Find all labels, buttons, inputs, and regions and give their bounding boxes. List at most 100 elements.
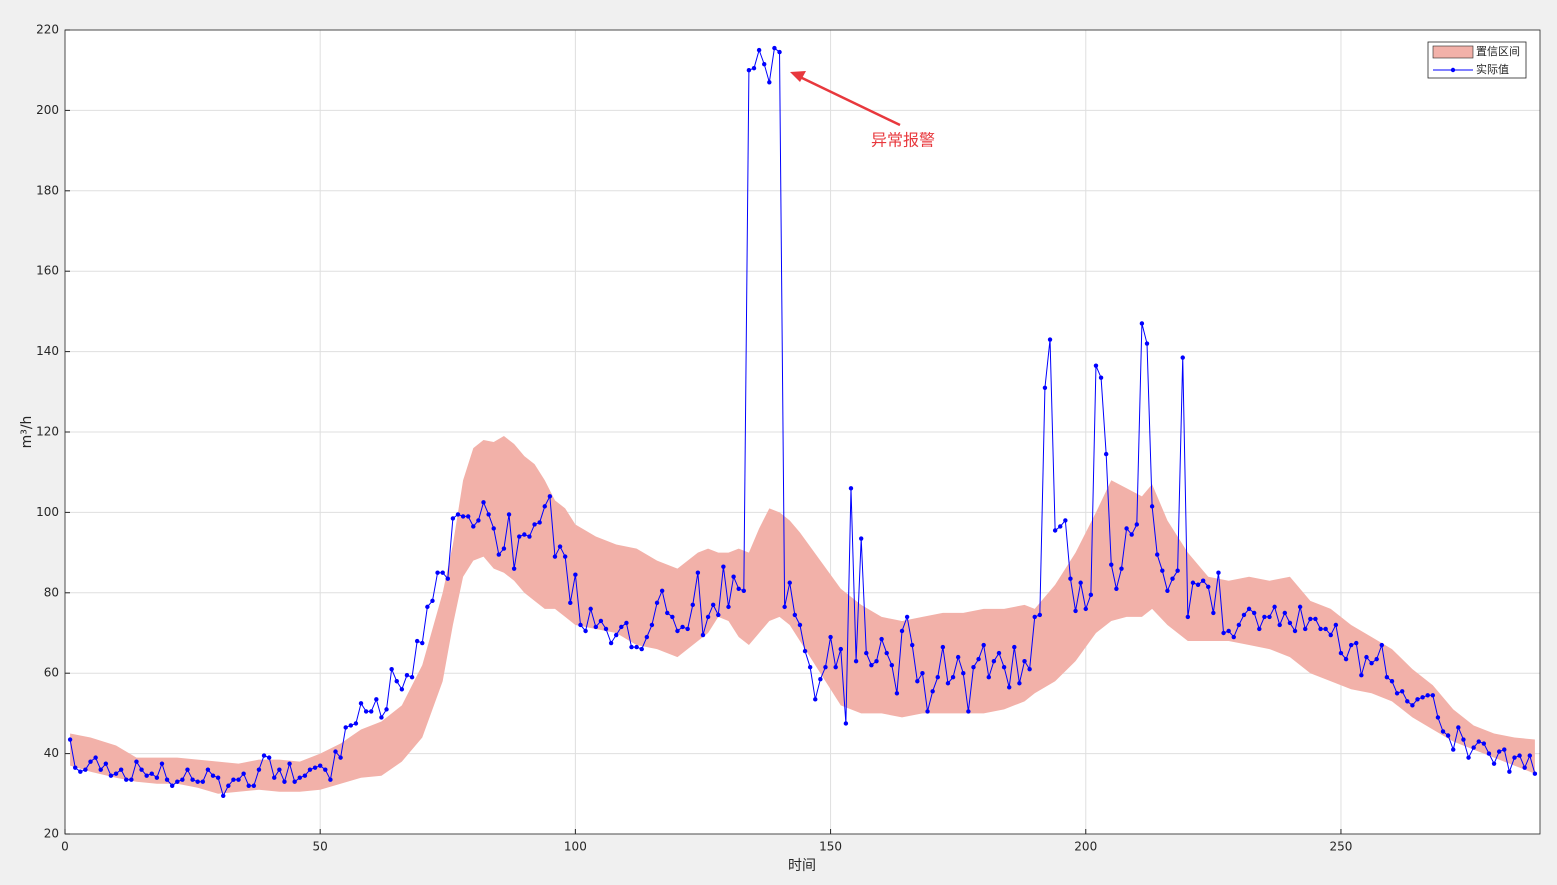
- data-point: [154, 775, 160, 780]
- data-point: [955, 654, 961, 660]
- data-point: [1451, 747, 1456, 752]
- data-point: [690, 602, 695, 608]
- y-axis-label: m³/h: [19, 416, 35, 449]
- data-point: [1195, 582, 1201, 587]
- data-point: [1216, 570, 1221, 575]
- data-point: [501, 546, 507, 551]
- data-point: [1379, 642, 1384, 648]
- data-point: [246, 783, 251, 788]
- data-point: [1012, 644, 1017, 650]
- data-point: [1420, 695, 1425, 700]
- data-point: [782, 604, 787, 610]
- data-point: [568, 600, 573, 606]
- data-point: [1022, 658, 1027, 664]
- data-point: [802, 648, 808, 654]
- data-point: [1042, 385, 1048, 390]
- data-point: [920, 671, 925, 676]
- data-point: [1160, 568, 1165, 573]
- data-point: [164, 777, 170, 782]
- data-point: [904, 614, 910, 620]
- data-point: [1251, 610, 1257, 616]
- annotation-arrowhead: [790, 71, 806, 82]
- data-point: [236, 777, 241, 782]
- data-point: [496, 552, 502, 557]
- data-point: [971, 664, 976, 670]
- data-point: [879, 636, 884, 642]
- data-point: [323, 767, 328, 772]
- data-point: [532, 522, 537, 527]
- data-point: [746, 68, 752, 73]
- data-point: [1410, 703, 1415, 708]
- data-point: [991, 658, 997, 664]
- data-point: [598, 618, 604, 624]
- data-point: [108, 773, 114, 778]
- data-point: [1502, 747, 1507, 752]
- y-tick-label: 220: [36, 23, 59, 37]
- data-point: [705, 614, 711, 620]
- confidence-band: [70, 436, 1535, 794]
- data-point: [1231, 634, 1236, 640]
- data-point: [1435, 715, 1441, 720]
- data-point: [976, 656, 981, 662]
- data-point: [1098, 375, 1104, 380]
- data-point: [1313, 616, 1318, 622]
- data-point: [1287, 620, 1293, 626]
- data-point: [190, 777, 195, 782]
- data-point: [1445, 733, 1451, 738]
- data-point: [1088, 592, 1094, 598]
- data-point: [506, 512, 512, 517]
- data-point: [1221, 630, 1226, 636]
- data-point: [226, 783, 231, 788]
- data-point: [542, 504, 547, 509]
- data-point: [317, 763, 323, 768]
- data-point: [425, 604, 430, 610]
- data-point: [527, 534, 532, 539]
- data-point: [981, 642, 986, 648]
- data-point: [1512, 755, 1517, 760]
- data-point: [1185, 614, 1191, 620]
- data-point: [583, 628, 588, 634]
- data-point: [1262, 614, 1267, 620]
- data-point: [379, 715, 384, 720]
- data-point: [1180, 355, 1185, 360]
- data-point: [1282, 610, 1288, 616]
- data-point: [1257, 626, 1262, 632]
- data-point: [1389, 679, 1395, 684]
- data-point: [1155, 552, 1160, 557]
- data-point: [823, 664, 828, 670]
- data-point: [670, 614, 675, 620]
- data-point: [297, 775, 302, 780]
- data-point: [848, 486, 854, 491]
- data-point: [180, 777, 185, 782]
- data-point: [343, 725, 348, 730]
- data-point: [1083, 606, 1088, 612]
- data-point: [1139, 321, 1145, 326]
- data-point: [741, 588, 747, 593]
- data-point: [409, 675, 415, 680]
- data-point: [175, 779, 180, 784]
- data-point: [1384, 675, 1390, 680]
- data-point: [828, 634, 833, 640]
- data-point: [1109, 562, 1114, 567]
- data-point: [302, 773, 308, 778]
- data-point: [1466, 755, 1471, 760]
- annotation: 异常报警: [871, 131, 935, 150]
- data-point: [1522, 765, 1527, 770]
- legend-swatch: [1432, 45, 1474, 59]
- data-point: [629, 644, 634, 650]
- x-tick-label: 150: [819, 840, 842, 854]
- data-point: [124, 777, 129, 782]
- data-point: [1496, 749, 1502, 754]
- data-point: [818, 677, 823, 682]
- data-point: [619, 624, 624, 630]
- y-tick-label: 180: [36, 183, 59, 197]
- data-point: [261, 753, 267, 758]
- data-point: [420, 640, 425, 646]
- data-point: [358, 701, 364, 706]
- data-point: [266, 755, 272, 760]
- data-point: [1017, 681, 1022, 686]
- data-point: [118, 767, 124, 772]
- data-point: [894, 691, 900, 696]
- data-point: [1338, 650, 1344, 656]
- data-point: [404, 673, 410, 678]
